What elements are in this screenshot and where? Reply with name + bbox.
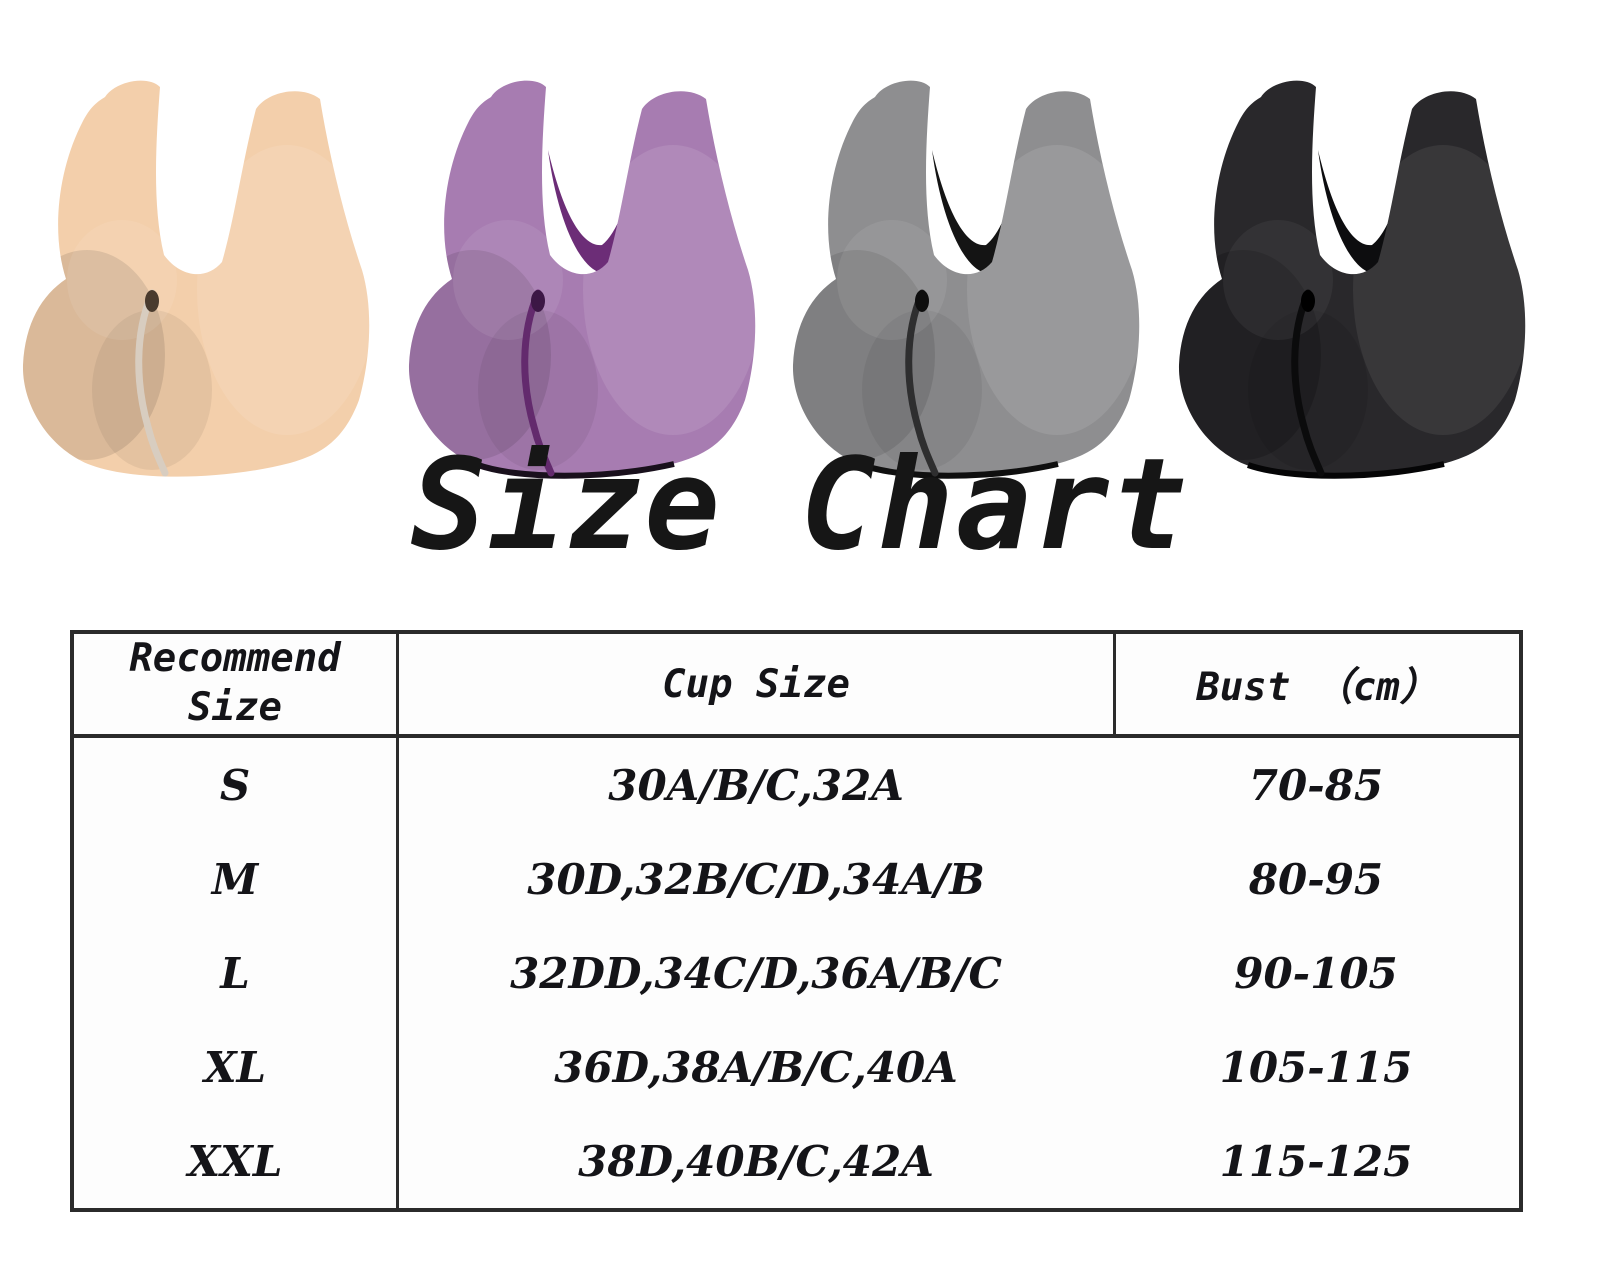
bra-zipper: [905, 289, 939, 477]
row-m-cup: 30D,32B/C/D,34A/B: [527, 854, 985, 904]
row-xl-bust: 105-115: [1219, 1042, 1413, 1092]
bra-zipper-pull: [145, 290, 159, 312]
gray-bra-illustration: [792, 80, 1140, 479]
bra-body: [792, 80, 1140, 477]
bra-bottom-trim: [477, 461, 675, 479]
col-header-cup-size: Cup Size: [399, 634, 1113, 738]
bra-body: [408, 80, 756, 477]
row-m-size: M: [74, 832, 399, 926]
product-photo-purple-bra: [388, 55, 773, 485]
bra-bottom-trim: [1247, 461, 1445, 479]
bra-zipper-pull: [1301, 290, 1315, 312]
row-xxl-size: XXL: [74, 1114, 399, 1208]
page-title: Size Chart: [410, 431, 1190, 578]
bra-zipper-pull: [531, 290, 545, 312]
bra-zipper-pull: [915, 290, 929, 312]
row-xxl-cup: 38D,40B/C,42A: [578, 1136, 934, 1186]
bra-body: [22, 80, 370, 477]
product-photo-nude-bra: [2, 55, 387, 485]
purple-bra-illustration: [408, 80, 756, 479]
row-l-bust: 90-105: [1234, 948, 1398, 998]
row-m-bust: 80-95: [1248, 854, 1384, 904]
bra-zipper: [1291, 289, 1325, 477]
col-header-recommend-size-label: Recommend Size: [129, 636, 341, 730]
size-chart-table: Recommend Size Cup Size Bust （cm） S 30A/…: [70, 630, 1523, 1212]
bra-bottom-trim: [861, 461, 1059, 479]
row-xl-cup: 36D,38A/B/C,40A: [554, 1042, 958, 1092]
product-photo-black-bra: [1158, 55, 1543, 485]
black-bra-illustration: [1178, 80, 1526, 479]
nude-bra-illustration: [22, 80, 370, 477]
row-l-size: L: [74, 926, 399, 1020]
bra-zipper: [521, 289, 555, 477]
row-xl-size: XL: [74, 1020, 399, 1114]
row-s-bust: 70-85: [1248, 760, 1384, 810]
bra-zipper: [135, 289, 169, 477]
bra-body: [1178, 80, 1526, 477]
col-header-recommend-size: Recommend Size: [74, 634, 399, 738]
row-l-cup: 32DD,34C/D,36A/B/C: [510, 948, 1002, 998]
row-xxl-bust: 115-125: [1219, 1136, 1413, 1186]
product-photo-gray-bra: [772, 55, 1157, 485]
row-s-cup: 30A/B/C,32A: [608, 760, 904, 810]
col-header-bust-cm: Bust （cm）: [1113, 634, 1519, 738]
row-s-size: S: [74, 738, 399, 832]
